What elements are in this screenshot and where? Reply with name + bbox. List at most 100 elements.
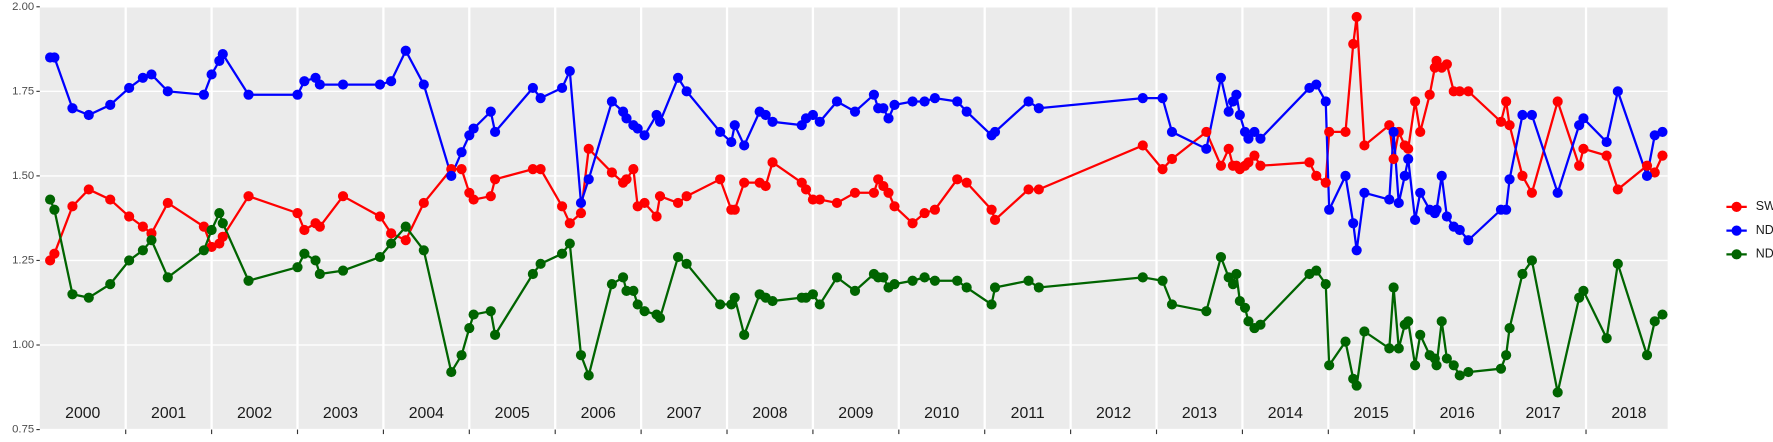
data-point (639, 130, 650, 141)
data-point (929, 93, 940, 104)
data-point (314, 79, 325, 90)
data-point (468, 123, 479, 134)
data-point (583, 370, 594, 381)
data-point (1137, 140, 1148, 151)
data-point (654, 312, 666, 324)
data-point (715, 126, 726, 138)
data-point (831, 197, 843, 209)
data-point (1023, 96, 1034, 107)
y-tick-label: 0.75 (12, 424, 34, 436)
data-point (986, 299, 997, 310)
data-point (556, 248, 568, 259)
data-point (1255, 133, 1266, 144)
y-tick-label: 1.75 (12, 85, 34, 97)
data-point (489, 126, 501, 138)
data-point (1495, 363, 1507, 374)
data-point (217, 49, 228, 60)
data-point (1231, 268, 1242, 280)
data-point (1403, 153, 1414, 165)
data-point (639, 197, 650, 209)
data-point (1384, 194, 1395, 205)
data-point (198, 221, 209, 232)
data-point (1574, 160, 1585, 171)
data-point (961, 177, 972, 188)
data-point (878, 272, 889, 283)
data-point (1033, 103, 1044, 114)
data-point (446, 170, 457, 181)
data-point (1657, 150, 1668, 161)
data-point (310, 255, 321, 266)
data-point (1552, 387, 1563, 398)
data-point (418, 197, 429, 209)
data-point (1324, 204, 1335, 215)
data-point (583, 143, 594, 154)
data-point (1504, 174, 1515, 185)
data-point (1157, 275, 1168, 286)
data-point (564, 218, 575, 229)
data-point (214, 208, 225, 219)
legend-label: SWIR (1756, 199, 1773, 213)
data-point (1504, 323, 1515, 334)
data-point (1023, 184, 1034, 195)
data-point (535, 164, 546, 175)
data-point (814, 116, 825, 127)
year-label: 2003 (323, 405, 358, 422)
data-point (1249, 126, 1260, 138)
data-point (1454, 370, 1465, 381)
data-point (527, 164, 538, 175)
data-point (651, 211, 662, 222)
data-point (814, 194, 825, 205)
data-point (919, 96, 930, 107)
data-point (1403, 316, 1414, 327)
data-point (456, 350, 467, 361)
data-point (386, 76, 397, 87)
data-point (1612, 86, 1623, 97)
data-point (606, 279, 617, 290)
data-point (1517, 268, 1528, 280)
data-point (206, 69, 217, 80)
data-point (1348, 218, 1359, 229)
data-point (206, 224, 217, 236)
data-point (868, 89, 879, 100)
data-point (672, 72, 684, 83)
data-point (1351, 380, 1362, 391)
data-point (45, 194, 56, 205)
data-point (1578, 143, 1589, 154)
data-point (715, 299, 726, 310)
data-point (1552, 96, 1563, 107)
data-point (1441, 353, 1452, 364)
data-point (1166, 153, 1178, 165)
data-point (162, 86, 173, 97)
data-point (929, 275, 940, 286)
data-point (575, 208, 587, 219)
data-point (1641, 350, 1653, 361)
data-point (760, 180, 771, 192)
data-point (1340, 126, 1351, 138)
data-point (1601, 136, 1612, 148)
data-point (907, 218, 918, 229)
data-point (986, 204, 997, 215)
legend-swatch (1731, 225, 1742, 236)
data-point (681, 258, 692, 269)
data-point (889, 279, 900, 290)
year-label: 2011 (1011, 405, 1045, 422)
data-point (621, 113, 632, 124)
data-point (767, 157, 778, 168)
data-point (989, 126, 1001, 138)
data-point (217, 218, 228, 229)
data-point (1023, 275, 1034, 286)
data-point (883, 113, 894, 124)
data-point (1388, 126, 1399, 138)
data-point (807, 109, 819, 121)
data-point (162, 272, 173, 283)
data-point (952, 174, 963, 185)
data-point (1320, 177, 1331, 188)
data-point (400, 45, 411, 56)
data-point (726, 136, 737, 148)
data-point (243, 89, 254, 100)
data-point (1243, 133, 1254, 144)
data-point (1436, 316, 1447, 327)
data-point (243, 275, 254, 286)
data-point (1351, 11, 1362, 23)
data-point (1409, 214, 1421, 225)
